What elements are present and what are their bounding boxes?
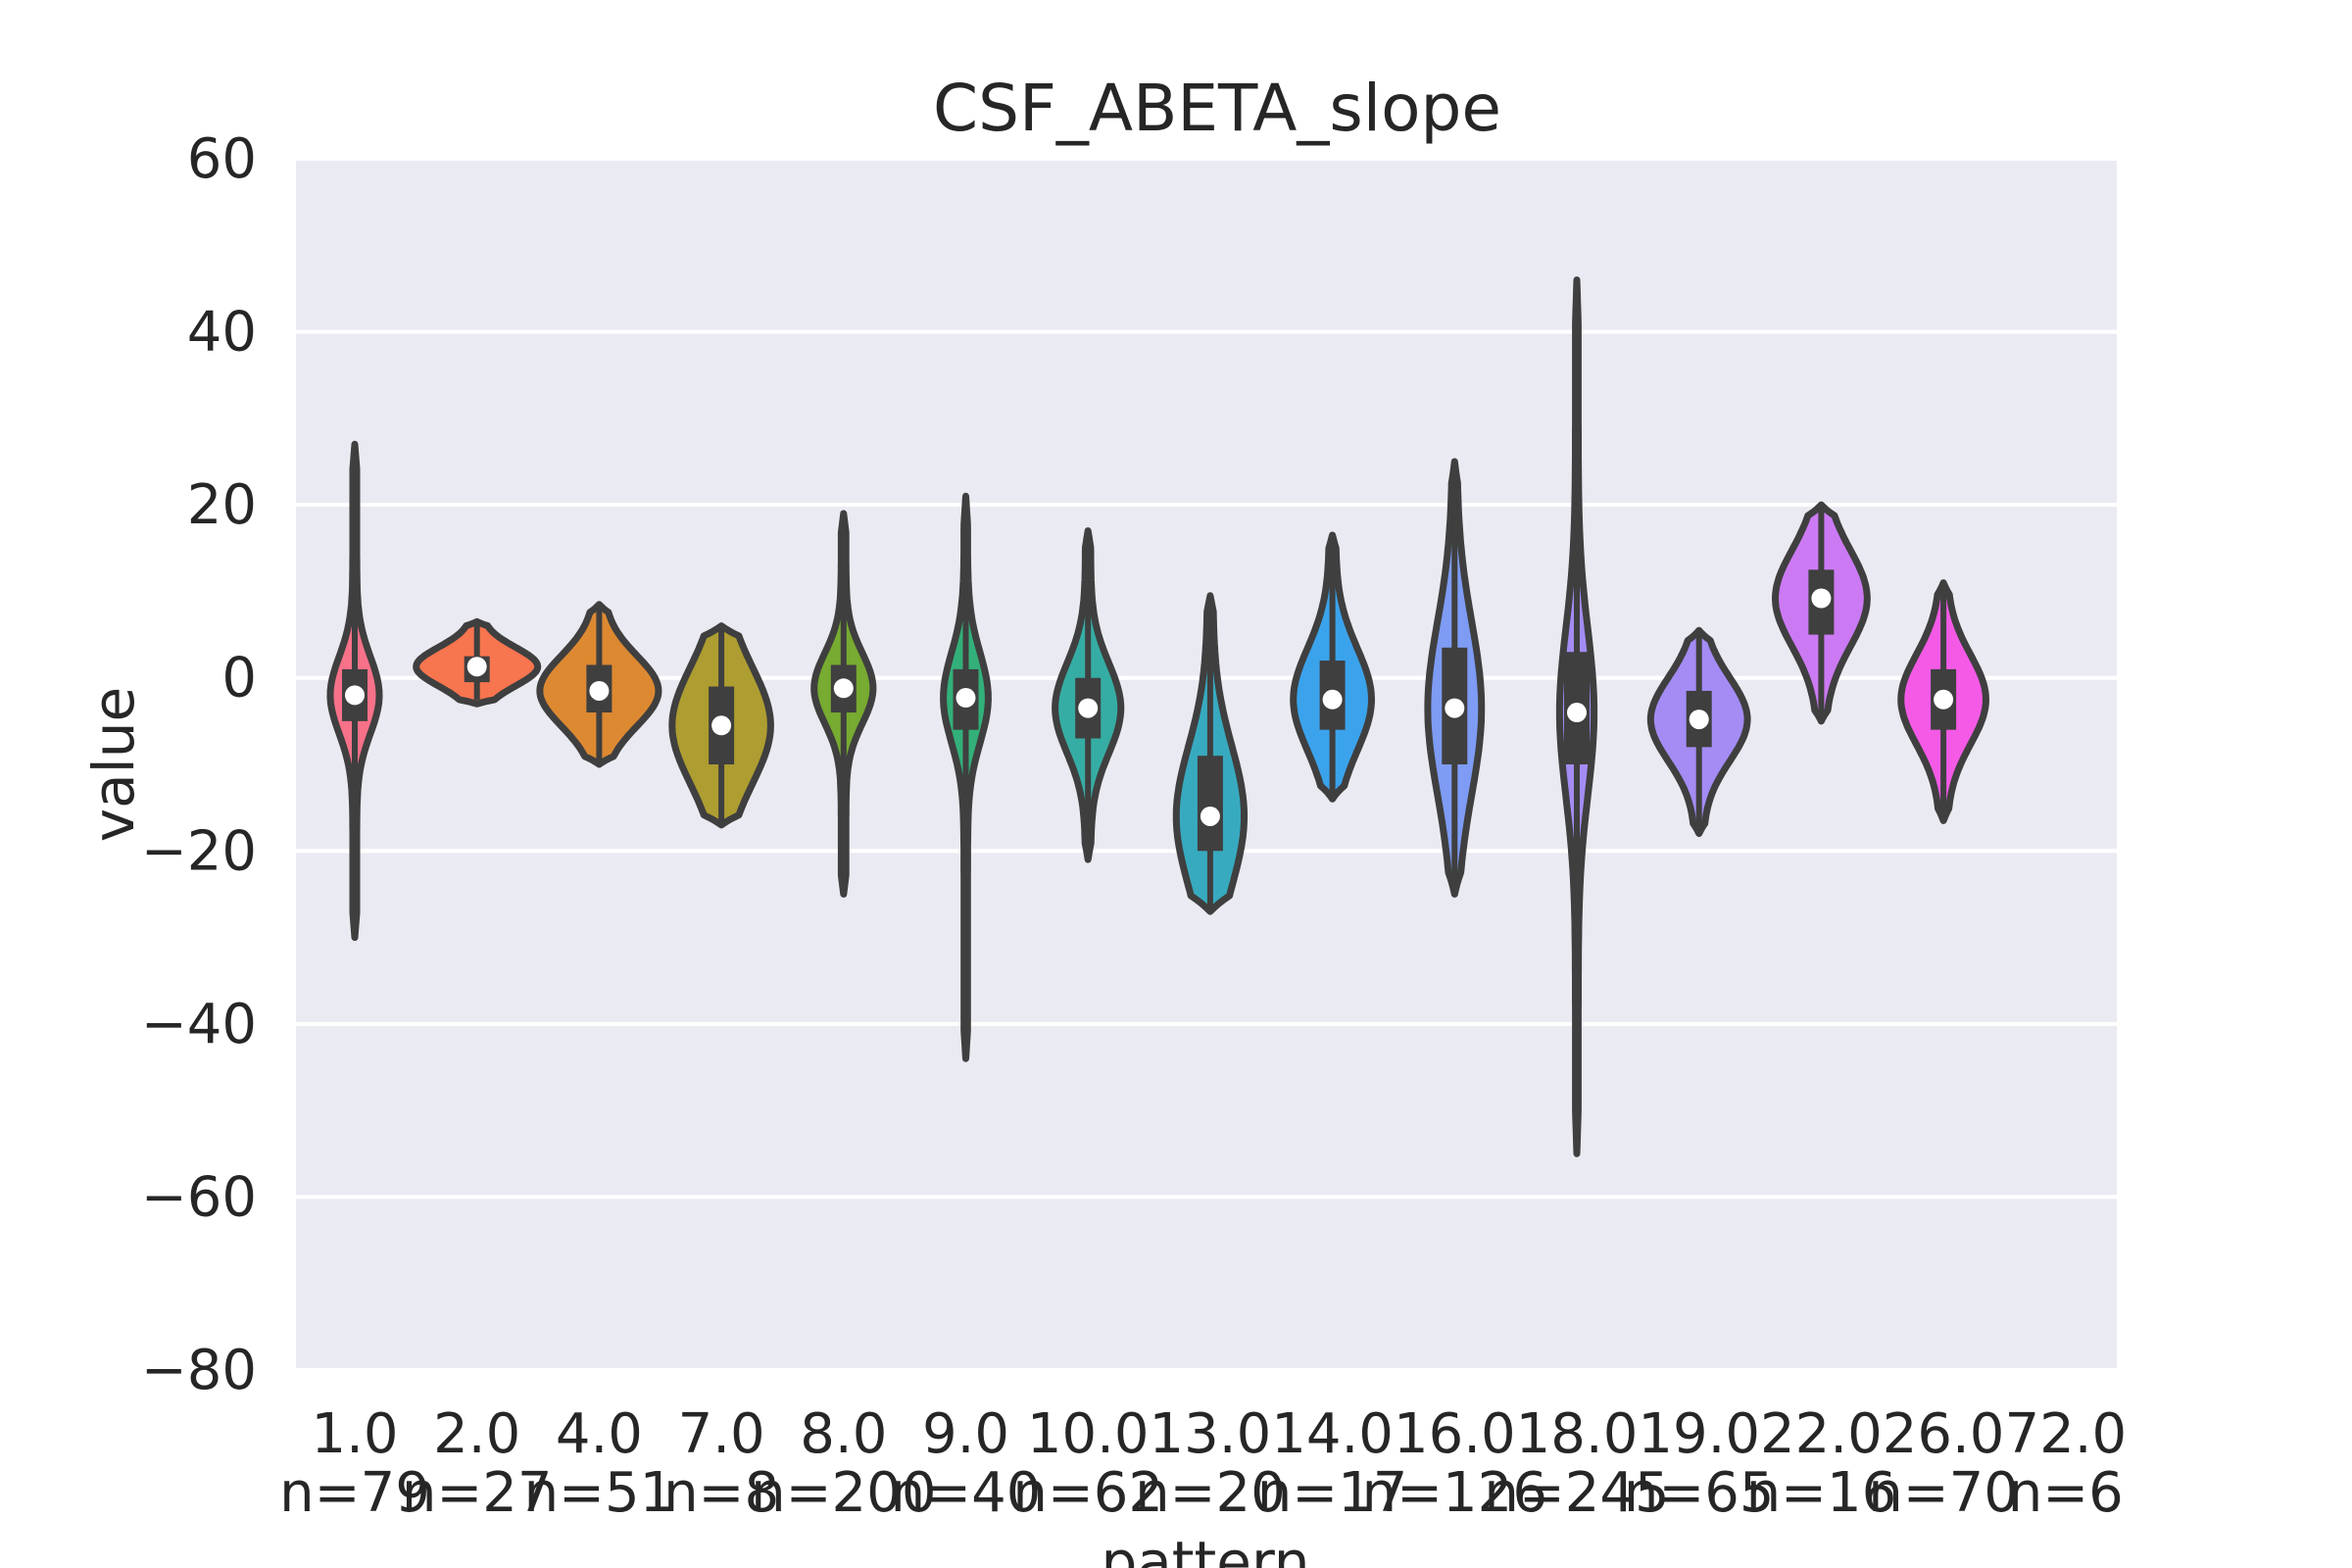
y-axis-label: value — [80, 687, 147, 842]
x-count-label: n=79 — [279, 1461, 430, 1525]
x-tick-label: 13.0 — [1150, 1402, 1272, 1466]
y-tick-labels: −80 −60 −40 −20 0 20 40 60 — [141, 127, 257, 1402]
x-count-label: n=16 — [1746, 1461, 1897, 1525]
x-count-label: n=40 — [891, 1461, 1042, 1525]
x-count-label: n=126 — [1362, 1461, 1547, 1525]
x-tick-label: 7.0 — [678, 1402, 765, 1466]
x-tick-label: 9.0 — [922, 1402, 1009, 1466]
x-tick-label: 1.0 — [311, 1402, 398, 1466]
x-count-label: n=27 — [402, 1461, 553, 1525]
violin-median-point — [1567, 703, 1587, 723]
x-axis-label: pattern — [1101, 1529, 1309, 1568]
y-tick-label: 20 — [187, 473, 257, 537]
violin-median-point — [1811, 588, 1832, 609]
grid-lines — [296, 157, 2117, 1372]
violin-median-point — [711, 715, 732, 736]
violin-median-point — [1689, 710, 1709, 730]
x-tick-labels: 1.0n=792.0n=274.0n=517.0n=88.0n=2009.0n=… — [279, 1402, 2127, 1525]
x-count-label: n=65 — [1624, 1461, 1775, 1525]
x-count-label: n=8 — [663, 1461, 779, 1525]
violin-median-point — [1445, 698, 1465, 718]
x-tick-label: 4.0 — [556, 1402, 643, 1466]
x-count-label: n=17 — [1257, 1461, 1408, 1525]
violins — [326, 276, 1989, 1157]
y-tick-label: 40 — [187, 301, 257, 365]
violin-median-point — [589, 680, 610, 701]
x-tick-label: 19.0 — [1638, 1402, 1760, 1466]
violin-median-point — [345, 685, 365, 706]
x-tick-label: 18.0 — [1516, 1402, 1639, 1466]
violin-median-point — [1078, 698, 1099, 718]
y-tick-label: −80 — [141, 1339, 257, 1402]
x-tick-label: 8.0 — [800, 1402, 887, 1466]
violin-median-point — [1934, 689, 1954, 710]
violin-median-point — [1322, 689, 1343, 710]
x-count-label: n=20 — [1135, 1461, 1286, 1525]
x-tick-label: 14.0 — [1271, 1402, 1394, 1466]
x-tick-label: 16.0 — [1394, 1402, 1516, 1466]
y-tick-label: 0 — [221, 647, 257, 710]
x-count-label: n=245 — [1484, 1461, 1669, 1525]
y-tick-label: 60 — [187, 127, 257, 191]
violin-median-point — [466, 657, 487, 677]
x-count-label: n=51 — [524, 1461, 675, 1525]
x-tick-label: 26.0 — [1883, 1402, 2005, 1466]
chart-title: CSF_ABETA_slope — [933, 71, 1501, 146]
x-tick-label: 10.0 — [1027, 1402, 1150, 1466]
x-count-label: n=70 — [1868, 1461, 2019, 1525]
violin-iqr-box — [1197, 756, 1223, 852]
x-count-label: n=200 — [751, 1461, 936, 1525]
x-tick-label: 72.0 — [2004, 1402, 2127, 1466]
violin-median-point — [833, 678, 854, 699]
y-tick-label: −60 — [141, 1165, 257, 1229]
y-tick-label: −40 — [141, 993, 257, 1056]
x-tick-label: 22.0 — [1760, 1402, 1883, 1466]
y-tick-label: −20 — [141, 819, 257, 883]
violin-median-point — [1200, 806, 1220, 826]
x-count-label: n=6 — [2008, 1461, 2124, 1525]
x-count-label: n=62 — [1012, 1461, 1163, 1525]
violin-median-point — [956, 688, 976, 709]
x-tick-label: 2.0 — [433, 1402, 520, 1466]
